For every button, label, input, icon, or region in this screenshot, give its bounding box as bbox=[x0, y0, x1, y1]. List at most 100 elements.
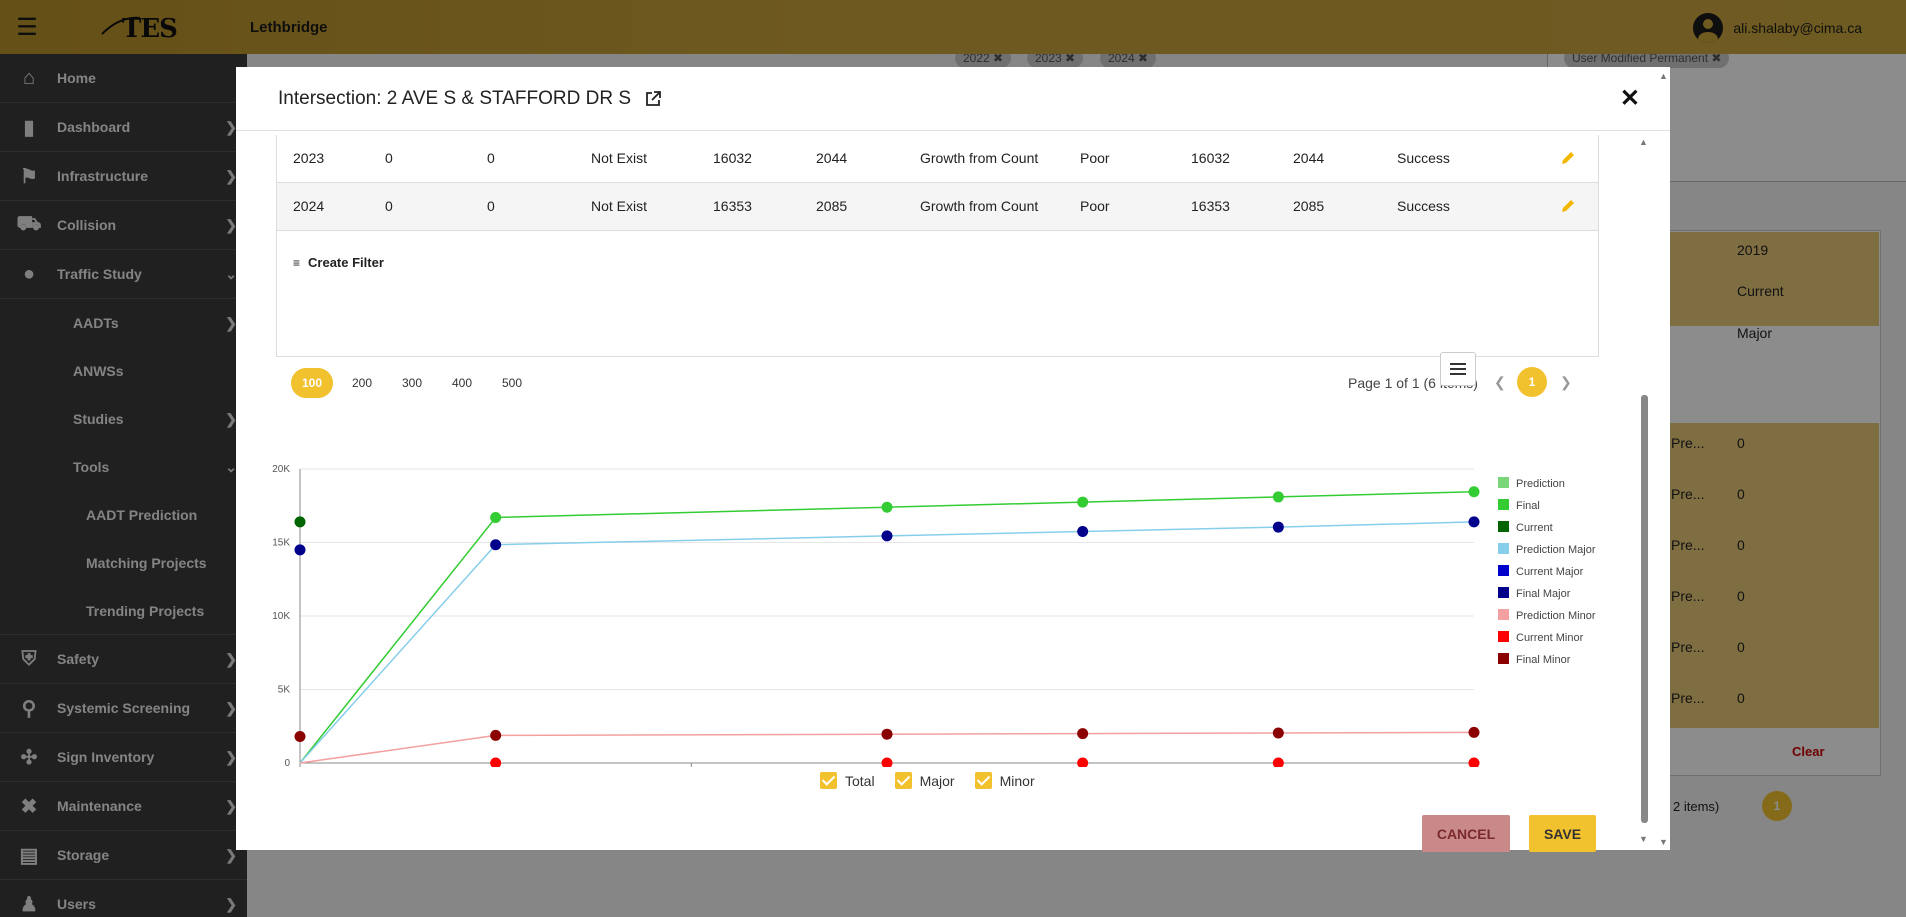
sidebar-item-collision[interactable]: ⛟ Collision ❯ bbox=[0, 201, 247, 250]
sidebar-item-label: Storage bbox=[57, 847, 110, 863]
table-cell: 0 bbox=[1737, 537, 1745, 553]
hamburger-menu-icon[interactable]: ☰ bbox=[16, 13, 38, 41]
sidebar-item-studies[interactable]: Studies ❯ bbox=[0, 395, 247, 443]
scroll-down-icon[interactable]: ▼ bbox=[1659, 837, 1668, 847]
create-filter-button[interactable]: ≡ Create Filter bbox=[293, 255, 384, 270]
sidebar-item-trending-projects[interactable]: Trending Projects bbox=[0, 587, 247, 635]
legend-label: Prediction bbox=[1516, 478, 1565, 490]
table-row[interactable]: 2023 0 0 Not Exist 16032 2044 Growth fro… bbox=[277, 135, 1598, 183]
sidebar-item-label: Systemic Screening bbox=[57, 700, 191, 716]
y-tick-label: 10K bbox=[272, 611, 290, 622]
data-point bbox=[1468, 516, 1480, 528]
app-logo[interactable]: TES bbox=[100, 12, 190, 44]
legend-label: Prediction Minor bbox=[1516, 610, 1596, 622]
save-button[interactable]: SAVE bbox=[1529, 815, 1596, 852]
sidebar-item-tools[interactable]: Tools ⌄ bbox=[0, 443, 247, 491]
sidebar-item-sign-inventory[interactable]: ✣ Sign Inventory ❯ bbox=[0, 733, 247, 782]
chevron-right-icon: ❯ bbox=[225, 217, 237, 233]
data-point bbox=[1468, 486, 1480, 498]
checkbox-checked-icon[interactable] bbox=[894, 772, 912, 789]
page-size-option[interactable]: 400 bbox=[451, 376, 473, 390]
toggle-major[interactable]: Major bbox=[894, 772, 955, 789]
table-cell: 16353 bbox=[1191, 198, 1230, 214]
table-header bbox=[1647, 232, 1879, 326]
table-row[interactable]: 2024 0 0 Not Exist 16353 2085 Growth fro… bbox=[277, 183, 1598, 231]
data-point bbox=[490, 539, 502, 551]
user-menu[interactable]: ali.shalaby@cima.ca bbox=[1693, 13, 1862, 43]
data-point bbox=[1077, 525, 1089, 537]
data-point bbox=[1272, 727, 1284, 739]
chart-menu-icon[interactable] bbox=[1440, 352, 1476, 386]
modal-title: Intersection: 2 AVE S & STAFFORD DR S bbox=[278, 87, 632, 109]
sidebar-item-users[interactable]: ♟ Users ❯ bbox=[0, 880, 247, 917]
sidebar-item-label: Collision bbox=[57, 217, 117, 233]
table-cell: Pre... bbox=[1671, 435, 1705, 451]
chevron-right-icon: ❯ bbox=[225, 119, 237, 135]
sidebar-item-dashboard[interactable]: ▮ Dashboard ❯ bbox=[0, 103, 247, 152]
table-cell: 2085 bbox=[816, 198, 848, 214]
table-cell: Poor bbox=[1080, 198, 1110, 214]
legend-label: Current bbox=[1516, 522, 1553, 534]
clear-button[interactable]: Clear bbox=[1792, 744, 1825, 759]
sidebar-item-anwss[interactable]: ANWSs bbox=[0, 347, 247, 395]
data-point bbox=[490, 512, 502, 524]
page-size-option[interactable]: 500 bbox=[501, 376, 523, 390]
user-email[interactable]: ali.shalaby@cima.ca bbox=[1733, 20, 1862, 36]
table-cell: 0 bbox=[487, 150, 495, 166]
toggle-total[interactable]: Total bbox=[820, 772, 875, 789]
users-icon: ♟ bbox=[20, 893, 38, 916]
sidebar-item-matching-projects[interactable]: Matching Projects bbox=[0, 539, 247, 587]
data-point bbox=[294, 544, 306, 556]
checkbox-checked-icon[interactable] bbox=[974, 772, 992, 789]
table-cell: Pre... bbox=[1671, 588, 1705, 604]
avatar-icon[interactable] bbox=[1693, 13, 1724, 43]
chevron-right-icon[interactable]: ❯ bbox=[1560, 374, 1572, 390]
table-cell: 2085 bbox=[1293, 198, 1325, 214]
filter-icon: ≡ bbox=[293, 255, 301, 270]
modal-header: Intersection: 2 AVE S & STAFFORD DR S ✕ bbox=[236, 67, 1670, 131]
scroll-down-icon[interactable]: ▼ bbox=[1639, 834, 1648, 844]
page-size-option[interactable]: 300 bbox=[401, 376, 423, 390]
data-point bbox=[1272, 521, 1284, 533]
sidebar-item-traffic-study[interactable]: ● Traffic Study ⌄ bbox=[0, 250, 247, 299]
table-body bbox=[1647, 423, 1879, 728]
toggle-minor[interactable]: Minor bbox=[974, 772, 1035, 789]
sidebar-item-infrastructure[interactable]: ⚑ Infrastructure ❯ bbox=[0, 152, 247, 201]
legend-swatch bbox=[1498, 543, 1509, 554]
sidebar-item-safety[interactable]: ⛨ Safety ❯ bbox=[0, 635, 247, 684]
table-cell: Pre... bbox=[1671, 537, 1705, 553]
scrollbar-thumb[interactable] bbox=[1641, 395, 1648, 823]
sidebar-item-maintenance[interactable]: ✖ Maintenance ❯ bbox=[0, 782, 247, 831]
table-cell: 0 bbox=[1737, 690, 1745, 706]
edit-pencil-icon[interactable] bbox=[1560, 198, 1576, 214]
data-point bbox=[1077, 728, 1089, 740]
data-point bbox=[490, 729, 502, 741]
sidebar-item-storage[interactable]: ▤ Storage ❯ bbox=[0, 831, 247, 880]
table-cell: 2044 bbox=[1293, 150, 1325, 166]
legend-swatch bbox=[1498, 631, 1509, 642]
column-major[interactable]: Major bbox=[1737, 325, 1773, 341]
chevron-left-icon[interactable]: ❮ bbox=[1494, 374, 1506, 390]
sidebar-item-aadts[interactable]: AADTs ❯ bbox=[0, 299, 247, 347]
edit-pencil-icon[interactable] bbox=[1560, 150, 1576, 166]
sidebar-item-aadt-prediction[interactable]: AADT Prediction bbox=[0, 491, 247, 539]
sidebar-item-home[interactable]: ⌂ Home bbox=[0, 54, 247, 103]
sidebar-item-label: Trending Projects bbox=[86, 602, 205, 619]
page-size-option[interactable]: 200 bbox=[351, 376, 373, 390]
external-link-icon[interactable] bbox=[645, 90, 661, 107]
close-icon[interactable]: ✕ bbox=[1619, 85, 1640, 112]
sidebar-item-label: Users bbox=[57, 896, 96, 912]
legend-swatch bbox=[1498, 521, 1509, 532]
pager-current[interactable]: 1 bbox=[1762, 791, 1792, 821]
page-number-button[interactable]: 1 bbox=[1517, 367, 1547, 397]
table-cell: 0 bbox=[1737, 639, 1745, 655]
legend-label: Final bbox=[1516, 500, 1540, 512]
cancel-button[interactable]: CANCEL bbox=[1422, 815, 1510, 852]
page-size-option[interactable]: 100 bbox=[291, 368, 333, 398]
toggle-label: Minor bbox=[999, 772, 1035, 789]
scroll-up-icon[interactable]: ▲ bbox=[1639, 137, 1648, 147]
table-cell: Success bbox=[1397, 150, 1450, 166]
scroll-up-icon[interactable]: ▲ bbox=[1659, 71, 1668, 81]
checkbox-checked-icon[interactable] bbox=[820, 772, 837, 789]
sidebar-item-systemic-screening[interactable]: ⚲ Systemic Screening ❯ bbox=[0, 684, 247, 733]
